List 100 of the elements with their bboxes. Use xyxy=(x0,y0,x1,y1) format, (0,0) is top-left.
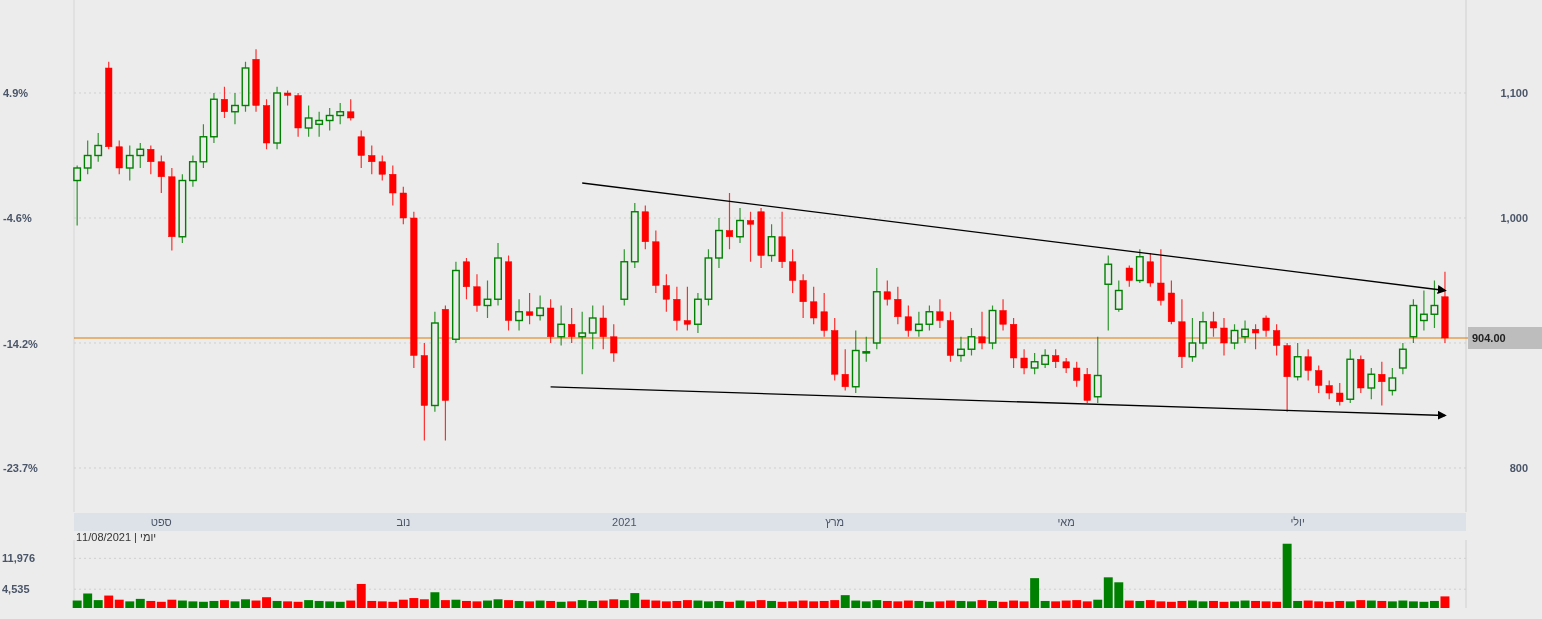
bar xyxy=(293,601,303,608)
candlestick xyxy=(1273,323,1281,357)
candlestick xyxy=(1398,342,1407,375)
x-tick-label: ספט xyxy=(150,516,172,528)
bar xyxy=(1030,578,1040,608)
bar xyxy=(956,600,966,608)
bar xyxy=(483,600,492,608)
candlestick xyxy=(115,139,123,175)
candlestick xyxy=(1157,248,1165,307)
candlestick xyxy=(725,192,733,250)
candlestick xyxy=(1073,361,1081,388)
candlestick xyxy=(578,311,587,375)
bar xyxy=(335,601,345,608)
y-tick-label: 1,000 xyxy=(1500,212,1528,224)
bar xyxy=(283,601,293,608)
ref-line-label: 904.00 xyxy=(1472,332,1506,344)
candlestick xyxy=(1315,364,1323,394)
x-tick-label: מאי xyxy=(1057,516,1075,528)
candlestick xyxy=(1325,379,1333,400)
candlestick xyxy=(936,298,944,329)
candlestick xyxy=(925,304,934,332)
candlestick xyxy=(767,223,776,263)
bar xyxy=(988,600,997,608)
candlestick xyxy=(231,92,239,125)
y-tick-label: 4,535 xyxy=(2,583,30,596)
bar xyxy=(472,601,482,608)
bar xyxy=(1051,601,1061,608)
bar xyxy=(1366,600,1376,608)
candlestick xyxy=(1041,348,1050,369)
bar xyxy=(945,600,955,608)
candlestick xyxy=(1188,317,1197,363)
candlestick xyxy=(799,273,807,319)
bar xyxy=(567,601,577,608)
bar xyxy=(1356,600,1366,608)
candlestick xyxy=(1209,311,1217,338)
candlestick xyxy=(978,311,986,350)
candlestick xyxy=(473,273,481,313)
annotation: יומי | 11/08/2021 xyxy=(76,531,157,543)
candlestick xyxy=(862,336,871,363)
candlestick xyxy=(73,164,82,227)
candlestick xyxy=(1030,352,1039,375)
candlestick xyxy=(526,292,534,325)
y2-tick-label: -14.2% xyxy=(3,337,39,350)
bar xyxy=(219,600,229,608)
candlestick xyxy=(967,327,976,357)
candlestick xyxy=(1114,279,1123,313)
candlestick xyxy=(747,211,755,263)
candlestick xyxy=(820,292,828,338)
candlestick xyxy=(894,286,902,325)
bar xyxy=(430,592,440,608)
candlestick xyxy=(94,132,103,163)
candlestick xyxy=(389,164,397,207)
x-tick-label: נוב xyxy=(396,516,411,528)
candlestick xyxy=(336,102,345,125)
y2-tick-label: -4.6% xyxy=(3,211,32,224)
y-tick-label: 1,100 xyxy=(1500,87,1528,99)
bar xyxy=(1377,600,1387,608)
candlestick xyxy=(999,298,1007,332)
bar xyxy=(756,600,766,608)
candlestick xyxy=(1430,279,1439,329)
candlestick xyxy=(157,154,165,194)
bar xyxy=(262,597,272,608)
y-tick-label: 800 xyxy=(1509,462,1528,474)
bar xyxy=(146,600,156,608)
bar xyxy=(1019,601,1029,608)
bar xyxy=(230,601,240,608)
candlestick xyxy=(673,286,681,332)
candlestick xyxy=(1125,264,1133,288)
bar xyxy=(1135,600,1145,608)
bar xyxy=(977,600,987,608)
bar xyxy=(1440,596,1450,608)
bar xyxy=(346,600,356,608)
candlestick xyxy=(789,248,797,294)
bar xyxy=(93,600,103,608)
candlestick xyxy=(357,129,365,169)
candlestick xyxy=(904,304,912,338)
candlestick xyxy=(325,107,334,132)
y2-tick-label: 4.9% xyxy=(3,87,29,100)
candlestick xyxy=(347,98,355,122)
candlestick xyxy=(515,298,524,332)
candlestick xyxy=(83,139,92,175)
bar xyxy=(546,600,556,608)
candlestick xyxy=(1104,254,1113,332)
bar xyxy=(767,600,777,608)
candlestick xyxy=(188,154,197,188)
bar xyxy=(440,600,450,608)
bar xyxy=(514,600,524,608)
candlestick xyxy=(557,304,566,347)
bar xyxy=(135,598,145,608)
candlestick xyxy=(957,336,965,363)
candlestick xyxy=(1093,336,1102,404)
candlestick xyxy=(810,286,818,325)
bar xyxy=(924,601,934,608)
candlestick xyxy=(1378,361,1386,407)
bar xyxy=(535,600,545,608)
candlestick xyxy=(368,144,376,175)
candlestick xyxy=(1388,367,1397,397)
bar xyxy=(1209,600,1218,608)
candlestick xyxy=(1336,382,1344,407)
candlestick xyxy=(125,144,134,182)
